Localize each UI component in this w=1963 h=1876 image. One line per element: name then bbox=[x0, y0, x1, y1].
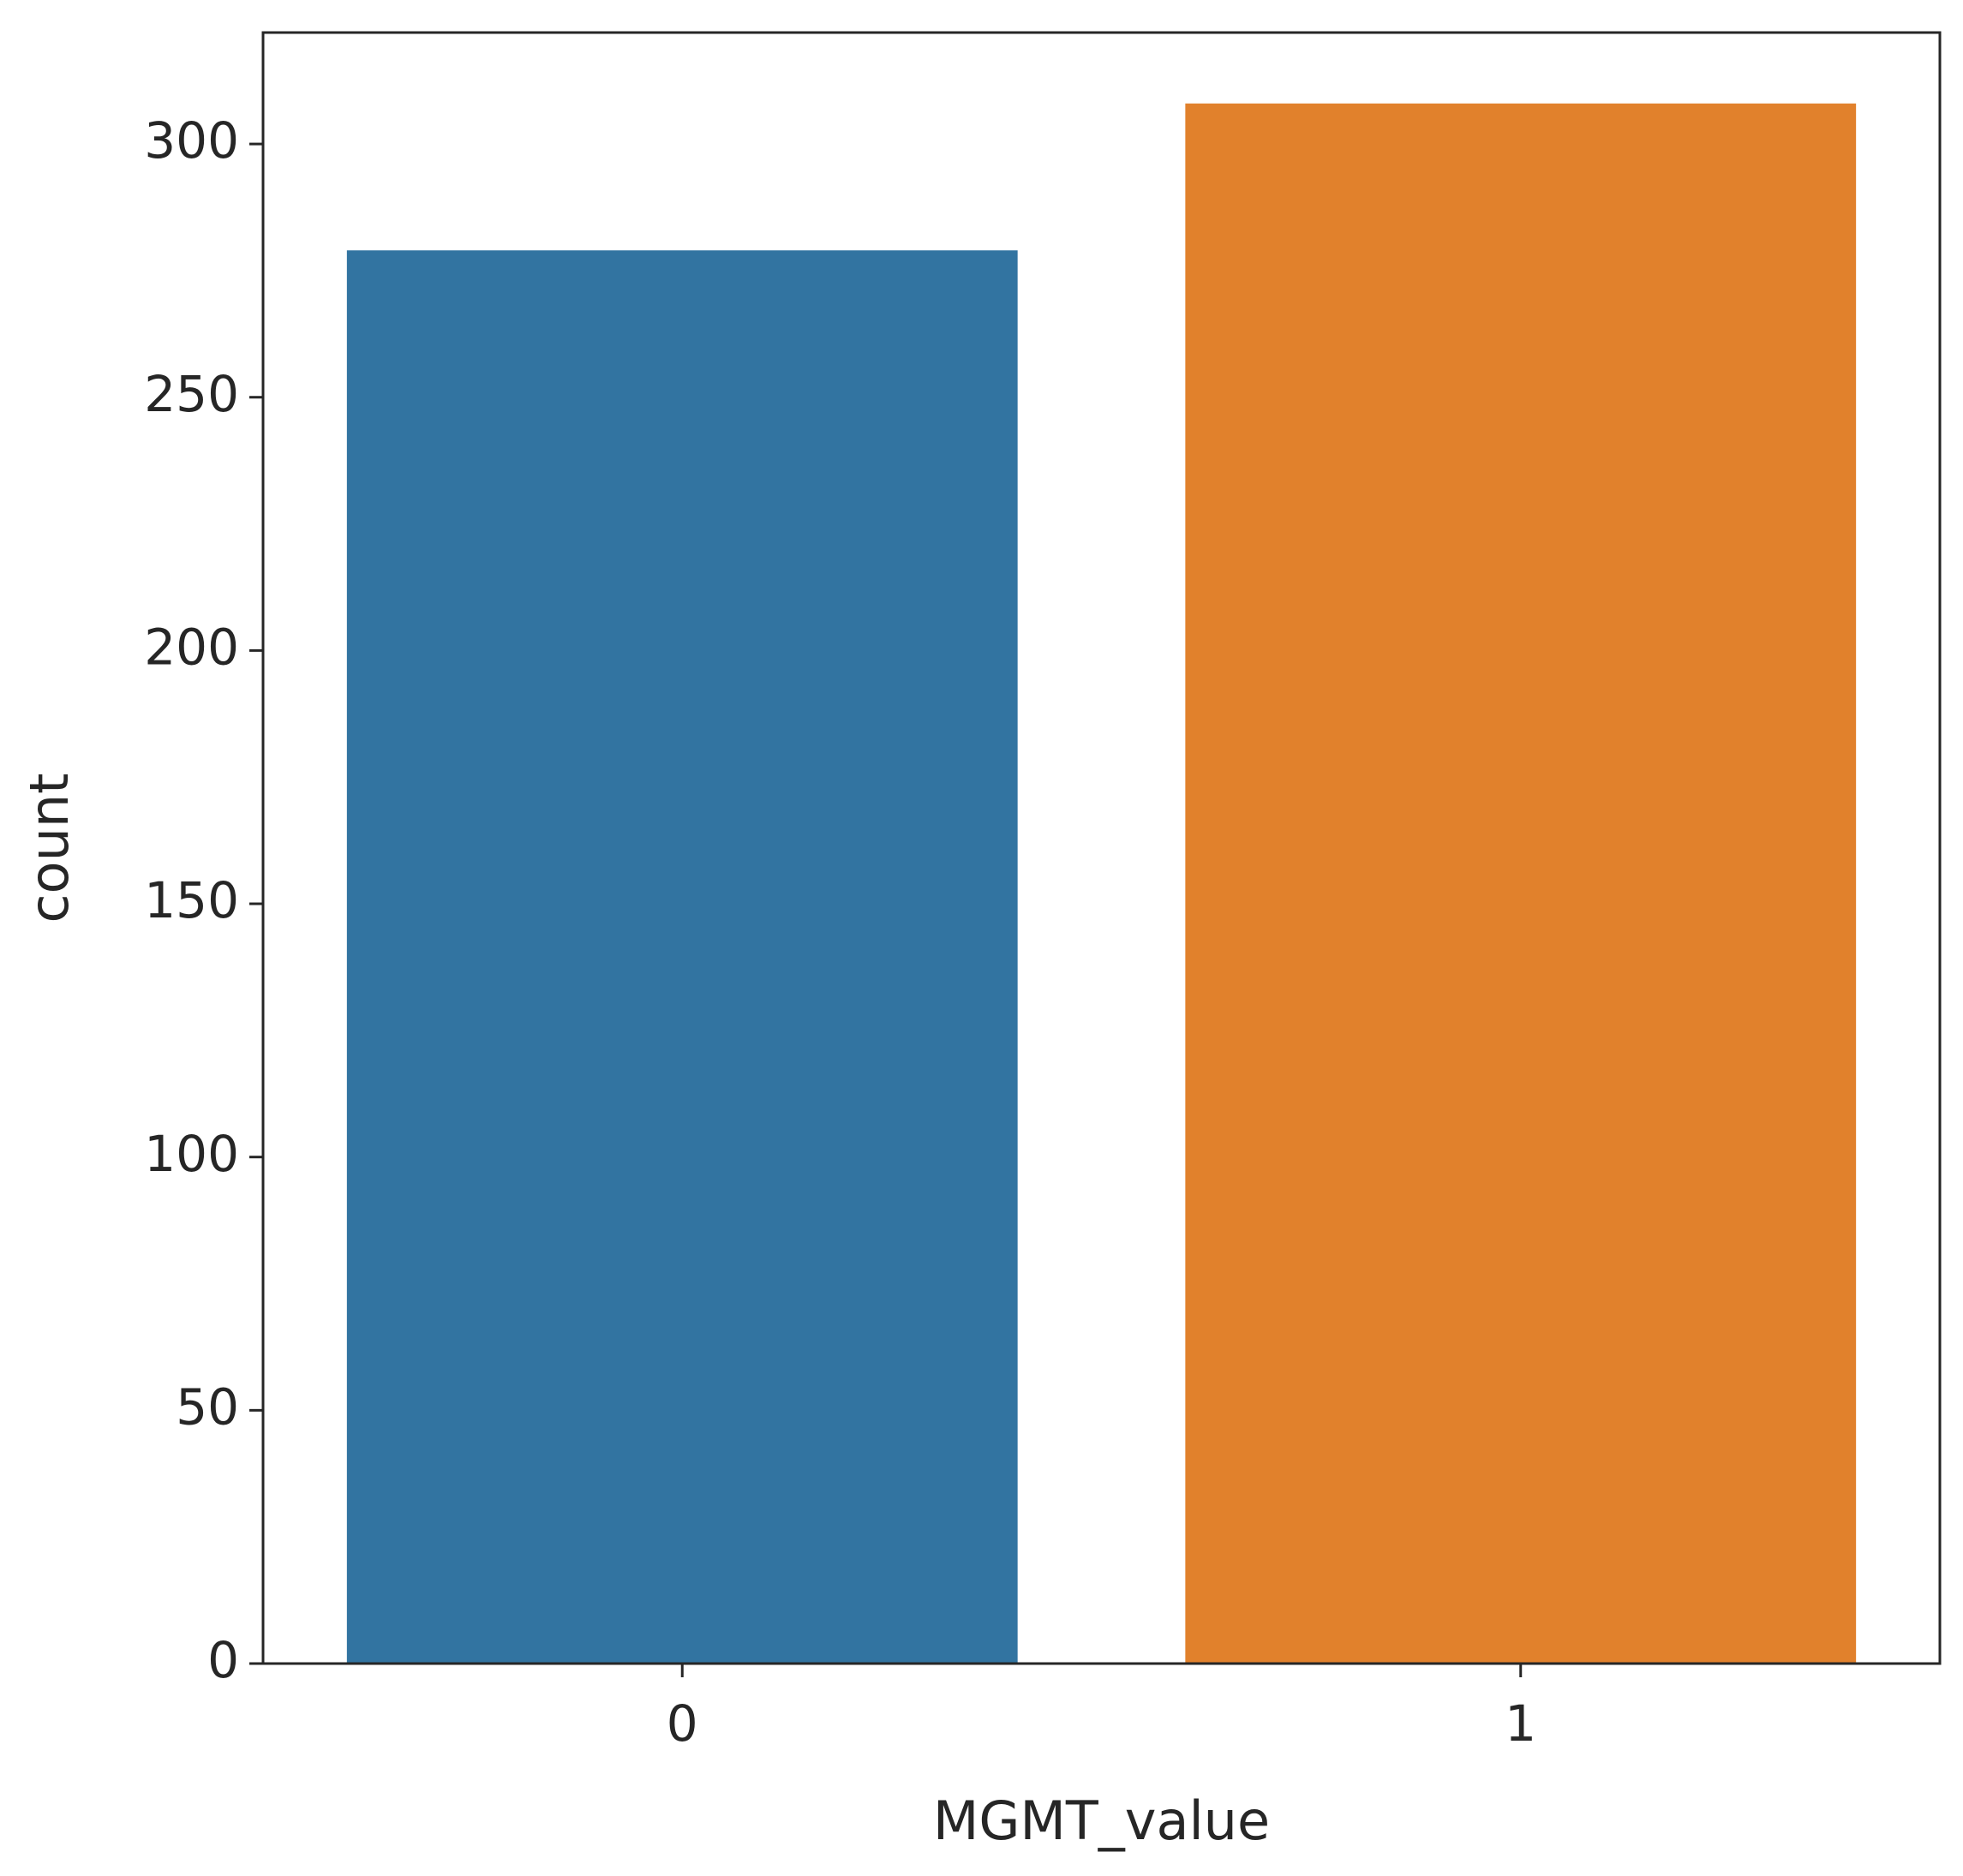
y-tick-label: 250 bbox=[144, 365, 239, 423]
bars-layer bbox=[346, 103, 1857, 1664]
x-tick-label: 0 bbox=[667, 1694, 698, 1753]
y-axis-label: count bbox=[18, 774, 81, 923]
bar-0 bbox=[346, 250, 1018, 1664]
bar-1 bbox=[1185, 103, 1857, 1664]
y-tick-label: 150 bbox=[144, 871, 239, 929]
y-axis-ticks: 0 50 100 150 200 250 300 bbox=[144, 111, 263, 1689]
x-axis-label: MGMT_value bbox=[933, 1789, 1270, 1852]
y-tick-label: 0 bbox=[207, 1631, 239, 1689]
y-tick-label: 300 bbox=[144, 111, 239, 170]
y-tick-label: 200 bbox=[144, 618, 239, 677]
y-tick-label: 50 bbox=[176, 1377, 239, 1436]
y-tick-label: 100 bbox=[144, 1125, 239, 1183]
plot-frame bbox=[261, 31, 1942, 1665]
x-tick-label: 1 bbox=[1505, 1694, 1536, 1753]
